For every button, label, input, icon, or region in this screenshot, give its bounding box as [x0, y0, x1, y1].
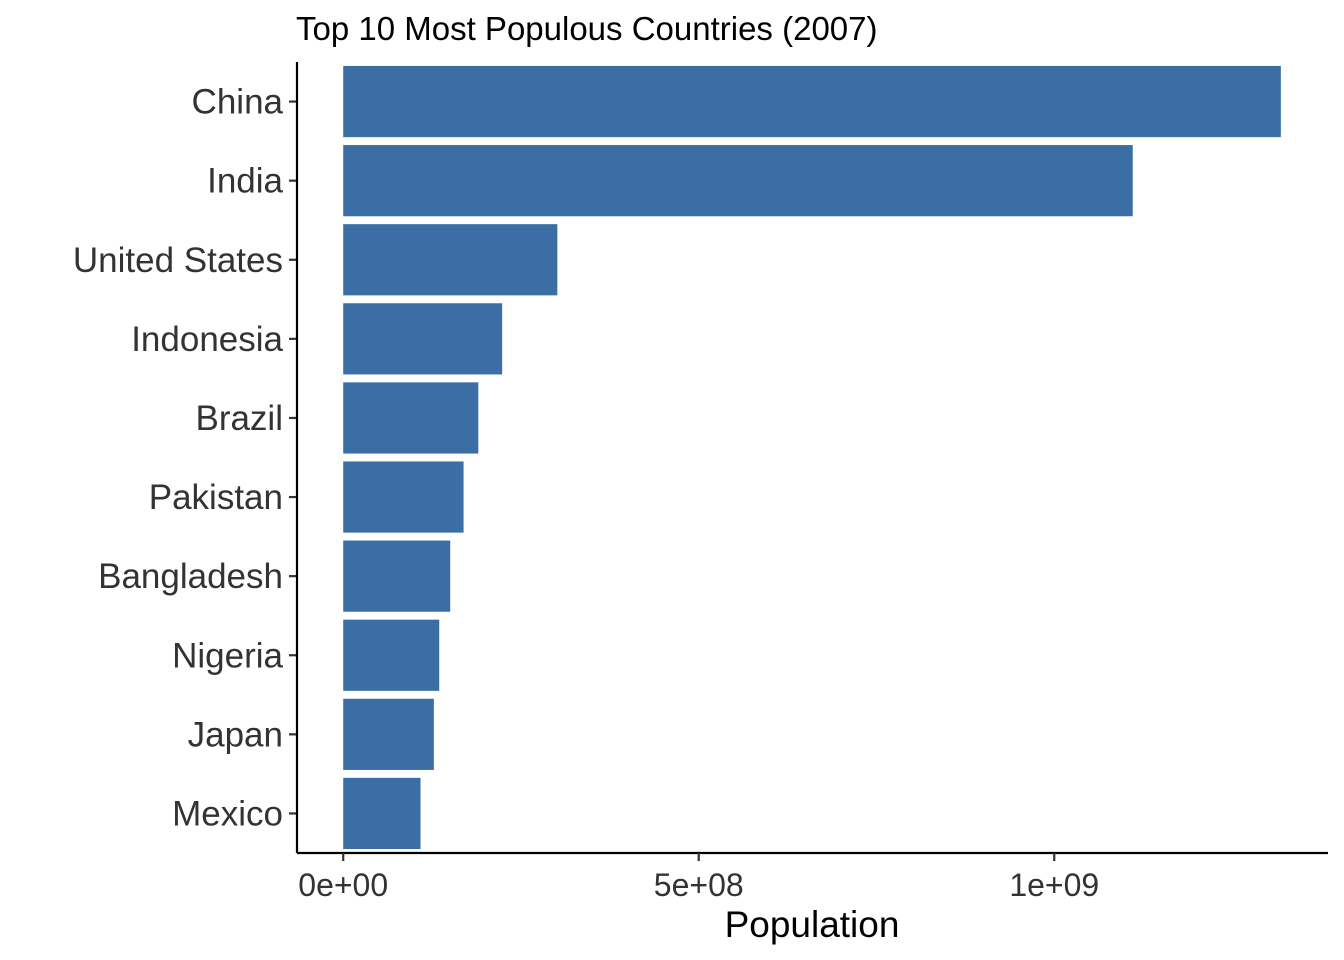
bar-japan [343, 698, 434, 770]
y-axis: China India United States Indonesia Brazil Pa… [73, 62, 299, 853]
y-tick-label-japan: Japan [188, 715, 283, 754]
y-tick-label-bangladesh: Bangladesh [98, 557, 283, 596]
bars-group [343, 65, 1281, 850]
bar-china [343, 65, 1281, 138]
x-tick-label-0: 0e+00 [298, 867, 388, 903]
x-axis: 0e+00 5e+08 1e+09 [297, 851, 1328, 903]
bar-nigeria [343, 619, 440, 691]
y-tick-label-china: China [192, 83, 284, 122]
bar-pakistan [343, 461, 464, 533]
x-tick-label-2: 1e+09 [1009, 867, 1099, 903]
x-tick-label-1: 5e+08 [654, 867, 744, 903]
y-tick-label-mexico: Mexico [172, 794, 283, 833]
bar-bangladesh [343, 540, 451, 612]
bar-brazil [343, 382, 479, 454]
bar-india [343, 145, 1133, 217]
x-axis-title: Population [725, 904, 900, 945]
y-tick-label-indonesia: Indonesia [131, 320, 283, 359]
y-tick-label-india: India [207, 162, 283, 201]
bar-mexico [343, 777, 421, 850]
y-tick-label-nigeria: Nigeria [172, 636, 283, 675]
y-tick-label-pakistan: Pakistan [149, 478, 283, 517]
bar-indonesia [343, 303, 503, 375]
y-tick-label-brazil: Brazil [195, 399, 283, 438]
chart-title: Top 10 Most Populous Countries (2007) [296, 10, 878, 47]
y-tick-label-united-states: United States [73, 241, 283, 280]
bar-united-states [343, 224, 558, 296]
